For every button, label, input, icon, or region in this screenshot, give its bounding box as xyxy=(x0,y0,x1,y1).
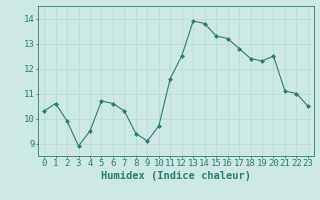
X-axis label: Humidex (Indice chaleur): Humidex (Indice chaleur) xyxy=(101,171,251,181)
